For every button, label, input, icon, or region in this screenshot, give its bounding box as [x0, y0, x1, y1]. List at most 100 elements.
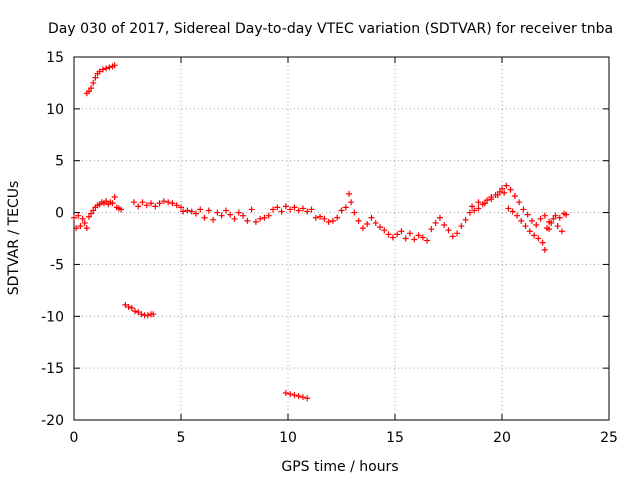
- data-point: [513, 212, 520, 219]
- data-series: [71, 62, 570, 402]
- series-flat-band: [130, 198, 324, 225]
- data-point: [106, 64, 113, 71]
- data-point: [541, 246, 548, 253]
- data-point: [165, 199, 172, 206]
- data-point: [299, 205, 306, 212]
- data-point: [218, 212, 225, 219]
- grid-lines: [74, 57, 609, 420]
- y-tick-label: 10: [46, 102, 64, 118]
- data-point: [501, 189, 508, 196]
- data-point: [160, 198, 167, 205]
- data-point: [180, 208, 187, 215]
- data-point: [144, 312, 151, 319]
- data-point: [351, 209, 358, 216]
- data-point: [441, 222, 448, 229]
- data-point: [308, 206, 315, 213]
- series-mid-band: [321, 188, 568, 253]
- data-point: [139, 199, 146, 206]
- data-point: [248, 206, 255, 213]
- data-point: [99, 66, 106, 73]
- data-point: [556, 214, 563, 221]
- data-point: [96, 68, 103, 75]
- data-point: [304, 395, 311, 402]
- data-point: [481, 200, 488, 207]
- data-point: [552, 212, 559, 219]
- data-point: [345, 190, 352, 197]
- data-point: [295, 207, 302, 214]
- data-point: [546, 218, 553, 225]
- data-point: [394, 231, 401, 238]
- data-point: [454, 230, 461, 237]
- data-point: [109, 200, 116, 207]
- data-point: [436, 214, 443, 221]
- y-axis-label: SDTVAR / TECUs: [6, 181, 22, 296]
- data-point: [128, 304, 135, 311]
- data-point: [541, 212, 548, 219]
- data-point: [511, 192, 518, 199]
- data-point: [520, 206, 527, 213]
- data-point: [546, 226, 553, 233]
- series-high-arc: [83, 62, 118, 97]
- data-point: [507, 186, 514, 193]
- data-point: [278, 208, 285, 215]
- data-point: [152, 203, 159, 210]
- x-tick-label: 20: [493, 430, 511, 446]
- data-point: [83, 225, 90, 232]
- data-point: [466, 209, 473, 216]
- data-point: [282, 390, 289, 397]
- data-point: [304, 208, 311, 215]
- series-upper-late-track: [469, 182, 570, 235]
- data-point: [496, 188, 503, 195]
- data-point: [222, 207, 229, 214]
- data-point: [411, 236, 418, 243]
- y-tick-label: 0: [55, 206, 64, 222]
- data-point: [385, 231, 392, 238]
- data-point: [244, 217, 251, 224]
- data-point: [169, 200, 176, 207]
- data-point: [563, 211, 570, 218]
- data-point: [355, 217, 362, 224]
- y-tick-label: -5: [50, 257, 64, 273]
- x-tick-label: 15: [386, 430, 404, 446]
- data-point: [88, 210, 95, 217]
- data-point: [131, 308, 138, 315]
- chart-title: Day 030 of 2017, Sidereal Day-to-day VTE…: [48, 21, 613, 37]
- y-tick-label: -20: [41, 413, 64, 429]
- data-point: [338, 207, 345, 214]
- x-tick-label: 0: [70, 430, 79, 446]
- data-point: [205, 207, 212, 214]
- data-point: [135, 309, 142, 316]
- data-point: [432, 219, 439, 226]
- x-axis-label: GPS time / hours: [281, 459, 398, 475]
- data-point: [419, 234, 426, 241]
- axis-ticks: 0 5 10 15 20 25 15 10 5 0 -5 -10 -15 -20: [41, 50, 618, 446]
- data-point: [528, 217, 535, 224]
- data-point: [329, 217, 336, 224]
- data-point: [125, 303, 132, 310]
- data-point: [257, 215, 264, 222]
- data-point: [235, 209, 242, 216]
- data-point: [103, 198, 110, 205]
- data-point: [261, 214, 268, 221]
- data-point: [462, 216, 469, 223]
- data-point: [85, 213, 92, 220]
- data-point: [118, 206, 125, 213]
- data-point: [210, 216, 217, 223]
- data-point: [325, 218, 332, 225]
- data-point: [71, 214, 77, 221]
- y-tick-label: -15: [41, 361, 64, 377]
- plot-frame: [73, 56, 610, 421]
- data-point: [539, 239, 546, 246]
- data-point: [524, 211, 531, 218]
- data-point: [550, 215, 557, 222]
- data-point: [90, 79, 97, 86]
- data-point: [348, 199, 355, 206]
- x-tick-label: 5: [177, 430, 186, 446]
- data-point: [81, 219, 88, 226]
- data-point: [364, 220, 371, 227]
- data-point: [494, 191, 501, 198]
- data-point: [287, 391, 294, 398]
- data-point: [130, 199, 137, 206]
- data-point: [554, 223, 561, 230]
- data-point: [449, 233, 456, 240]
